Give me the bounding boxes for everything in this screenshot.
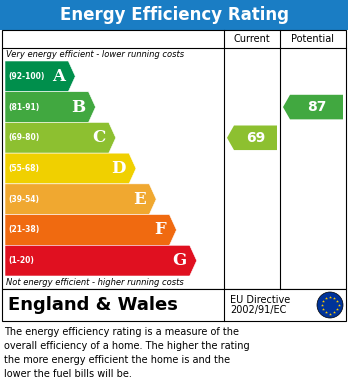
Text: F: F	[155, 221, 166, 239]
Text: (21-38): (21-38)	[8, 226, 39, 235]
Text: C: C	[93, 129, 106, 146]
Text: (92-100): (92-100)	[8, 72, 45, 81]
Text: Not energy efficient - higher running costs: Not energy efficient - higher running co…	[6, 278, 184, 287]
Bar	[2, 30, 346, 289]
Text: Potential: Potential	[292, 34, 334, 44]
Text: (39-54): (39-54)	[8, 195, 39, 204]
Polygon shape	[283, 95, 343, 119]
Text: EU Directive: EU Directive	[230, 295, 290, 305]
Text: (69-80): (69-80)	[8, 133, 39, 142]
Text: 2002/91/EC: 2002/91/EC	[230, 305, 286, 315]
Text: G: G	[173, 252, 187, 269]
Bar	[0, 0, 348, 30]
Text: 87: 87	[307, 100, 326, 114]
Text: E: E	[134, 191, 146, 208]
Text: (55-68): (55-68)	[8, 164, 39, 173]
Text: England & Wales: England & Wales	[8, 296, 178, 314]
Text: D: D	[111, 160, 126, 177]
Circle shape	[317, 292, 343, 318]
Bar	[2, 289, 346, 321]
Polygon shape	[227, 126, 277, 150]
Text: A: A	[52, 68, 65, 85]
Polygon shape	[5, 184, 156, 215]
Text: Very energy efficient - lower running costs: Very energy efficient - lower running co…	[6, 50, 184, 59]
Text: The energy efficiency rating is a measure of the
overall efficiency of a home. T: The energy efficiency rating is a measur…	[4, 327, 250, 379]
Polygon shape	[5, 122, 116, 153]
Polygon shape	[5, 92, 95, 122]
Polygon shape	[5, 61, 75, 92]
Text: B: B	[71, 99, 86, 116]
Polygon shape	[5, 245, 197, 276]
Text: (1-20): (1-20)	[8, 256, 34, 265]
Polygon shape	[5, 215, 176, 245]
Text: (81-91): (81-91)	[8, 102, 39, 111]
Text: Energy Efficiency Rating: Energy Efficiency Rating	[60, 6, 288, 24]
Text: 69: 69	[246, 131, 265, 145]
Polygon shape	[5, 153, 136, 184]
Text: Current: Current	[234, 34, 270, 44]
